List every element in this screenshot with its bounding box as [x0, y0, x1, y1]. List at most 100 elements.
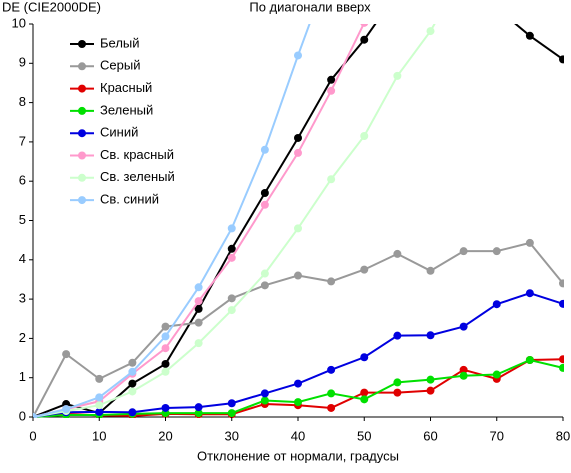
- y-axis-label: DE (CIE2000DE): [2, 0, 101, 14]
- point: [161, 403, 170, 412]
- point: [194, 304, 203, 313]
- series-line: [33, 24, 436, 418]
- point: [327, 365, 336, 374]
- legend-label: Серый: [100, 58, 140, 73]
- point: [492, 300, 501, 309]
- legend-marker: [78, 62, 86, 71]
- legend-label: Красный: [100, 80, 152, 95]
- legend-marker: [78, 106, 86, 115]
- point: [227, 409, 236, 418]
- point: [260, 389, 269, 398]
- y-tick-label: 1: [19, 369, 26, 384]
- legend-label: Белый: [100, 35, 140, 50]
- x-tick-label: 30: [225, 428, 239, 443]
- point: [525, 289, 534, 298]
- point: [294, 224, 302, 233]
- point: [194, 339, 203, 348]
- point: [194, 409, 203, 418]
- point: [327, 277, 336, 286]
- point: [294, 51, 302, 60]
- point: [360, 24, 369, 27]
- point: [260, 396, 269, 405]
- x-tick-label: 60: [423, 428, 437, 443]
- point: [459, 365, 468, 374]
- point: [559, 355, 564, 364]
- point: [492, 370, 501, 379]
- y-tick-label: 4: [19, 251, 26, 266]
- point: [194, 297, 203, 306]
- x-tick-label: 70: [490, 428, 504, 443]
- point: [559, 363, 564, 372]
- point: [95, 407, 104, 416]
- legend-label: Св. красный: [100, 147, 174, 162]
- point: [260, 145, 269, 154]
- point: [128, 358, 137, 367]
- series-line: [33, 24, 311, 418]
- point: [161, 359, 170, 368]
- point: [393, 331, 402, 340]
- point: [327, 86, 336, 95]
- point: [426, 27, 435, 36]
- point: [128, 408, 137, 417]
- y-tick-label: 0: [19, 408, 26, 423]
- point: [194, 318, 203, 327]
- point: [128, 387, 137, 396]
- legend-marker: [78, 151, 86, 160]
- legend-label: Св. зеленый: [100, 169, 175, 184]
- point: [227, 306, 236, 315]
- point: [227, 294, 236, 303]
- point: [559, 55, 564, 64]
- point: [360, 132, 369, 141]
- plot-area: [33, 4, 564, 418]
- point: [95, 393, 104, 402]
- legend-label: Св. синий: [100, 192, 159, 207]
- x-tick-label: 80: [556, 428, 570, 443]
- series-line: [33, 24, 365, 418]
- point: [327, 389, 336, 398]
- y-tick-label: 5: [19, 212, 26, 227]
- point: [161, 344, 170, 353]
- point: [393, 249, 402, 258]
- x-tick-label: 50: [357, 428, 371, 443]
- legend-label: Зеленый: [100, 102, 153, 117]
- point: [194, 403, 203, 412]
- y-tick-label: 6: [19, 173, 26, 188]
- point: [360, 395, 369, 404]
- legend-marker: [78, 196, 86, 205]
- point: [327, 175, 336, 184]
- point: [161, 322, 170, 331]
- point: [62, 350, 71, 359]
- legend-marker: [78, 173, 86, 182]
- point: [525, 356, 534, 365]
- chart-title: По диагонали вверх: [249, 0, 371, 14]
- point: [360, 388, 369, 397]
- point: [492, 247, 501, 256]
- point: [33, 413, 37, 418]
- point: [493, 4, 501, 12]
- point: [227, 244, 236, 253]
- x-tick-label: 40: [291, 428, 305, 443]
- point: [393, 388, 402, 397]
- point: [260, 269, 269, 278]
- point: [294, 398, 302, 407]
- point: [459, 371, 468, 380]
- x-tick-label: 20: [158, 428, 172, 443]
- y-tick-label: 2: [19, 330, 26, 345]
- legend-marker: [78, 84, 86, 93]
- point: [260, 188, 269, 197]
- point: [426, 375, 435, 384]
- y-tick-label: 10: [12, 15, 26, 30]
- point: [426, 386, 435, 395]
- point: [227, 399, 236, 408]
- point: [327, 403, 336, 412]
- x-tick-label: 10: [92, 428, 106, 443]
- point: [294, 379, 302, 388]
- point: [393, 71, 402, 80]
- point: [559, 299, 564, 308]
- y-tick-label: 7: [19, 133, 26, 148]
- point: [227, 224, 236, 233]
- point: [459, 322, 468, 331]
- y-tick-label: 8: [19, 94, 26, 109]
- point: [260, 281, 269, 290]
